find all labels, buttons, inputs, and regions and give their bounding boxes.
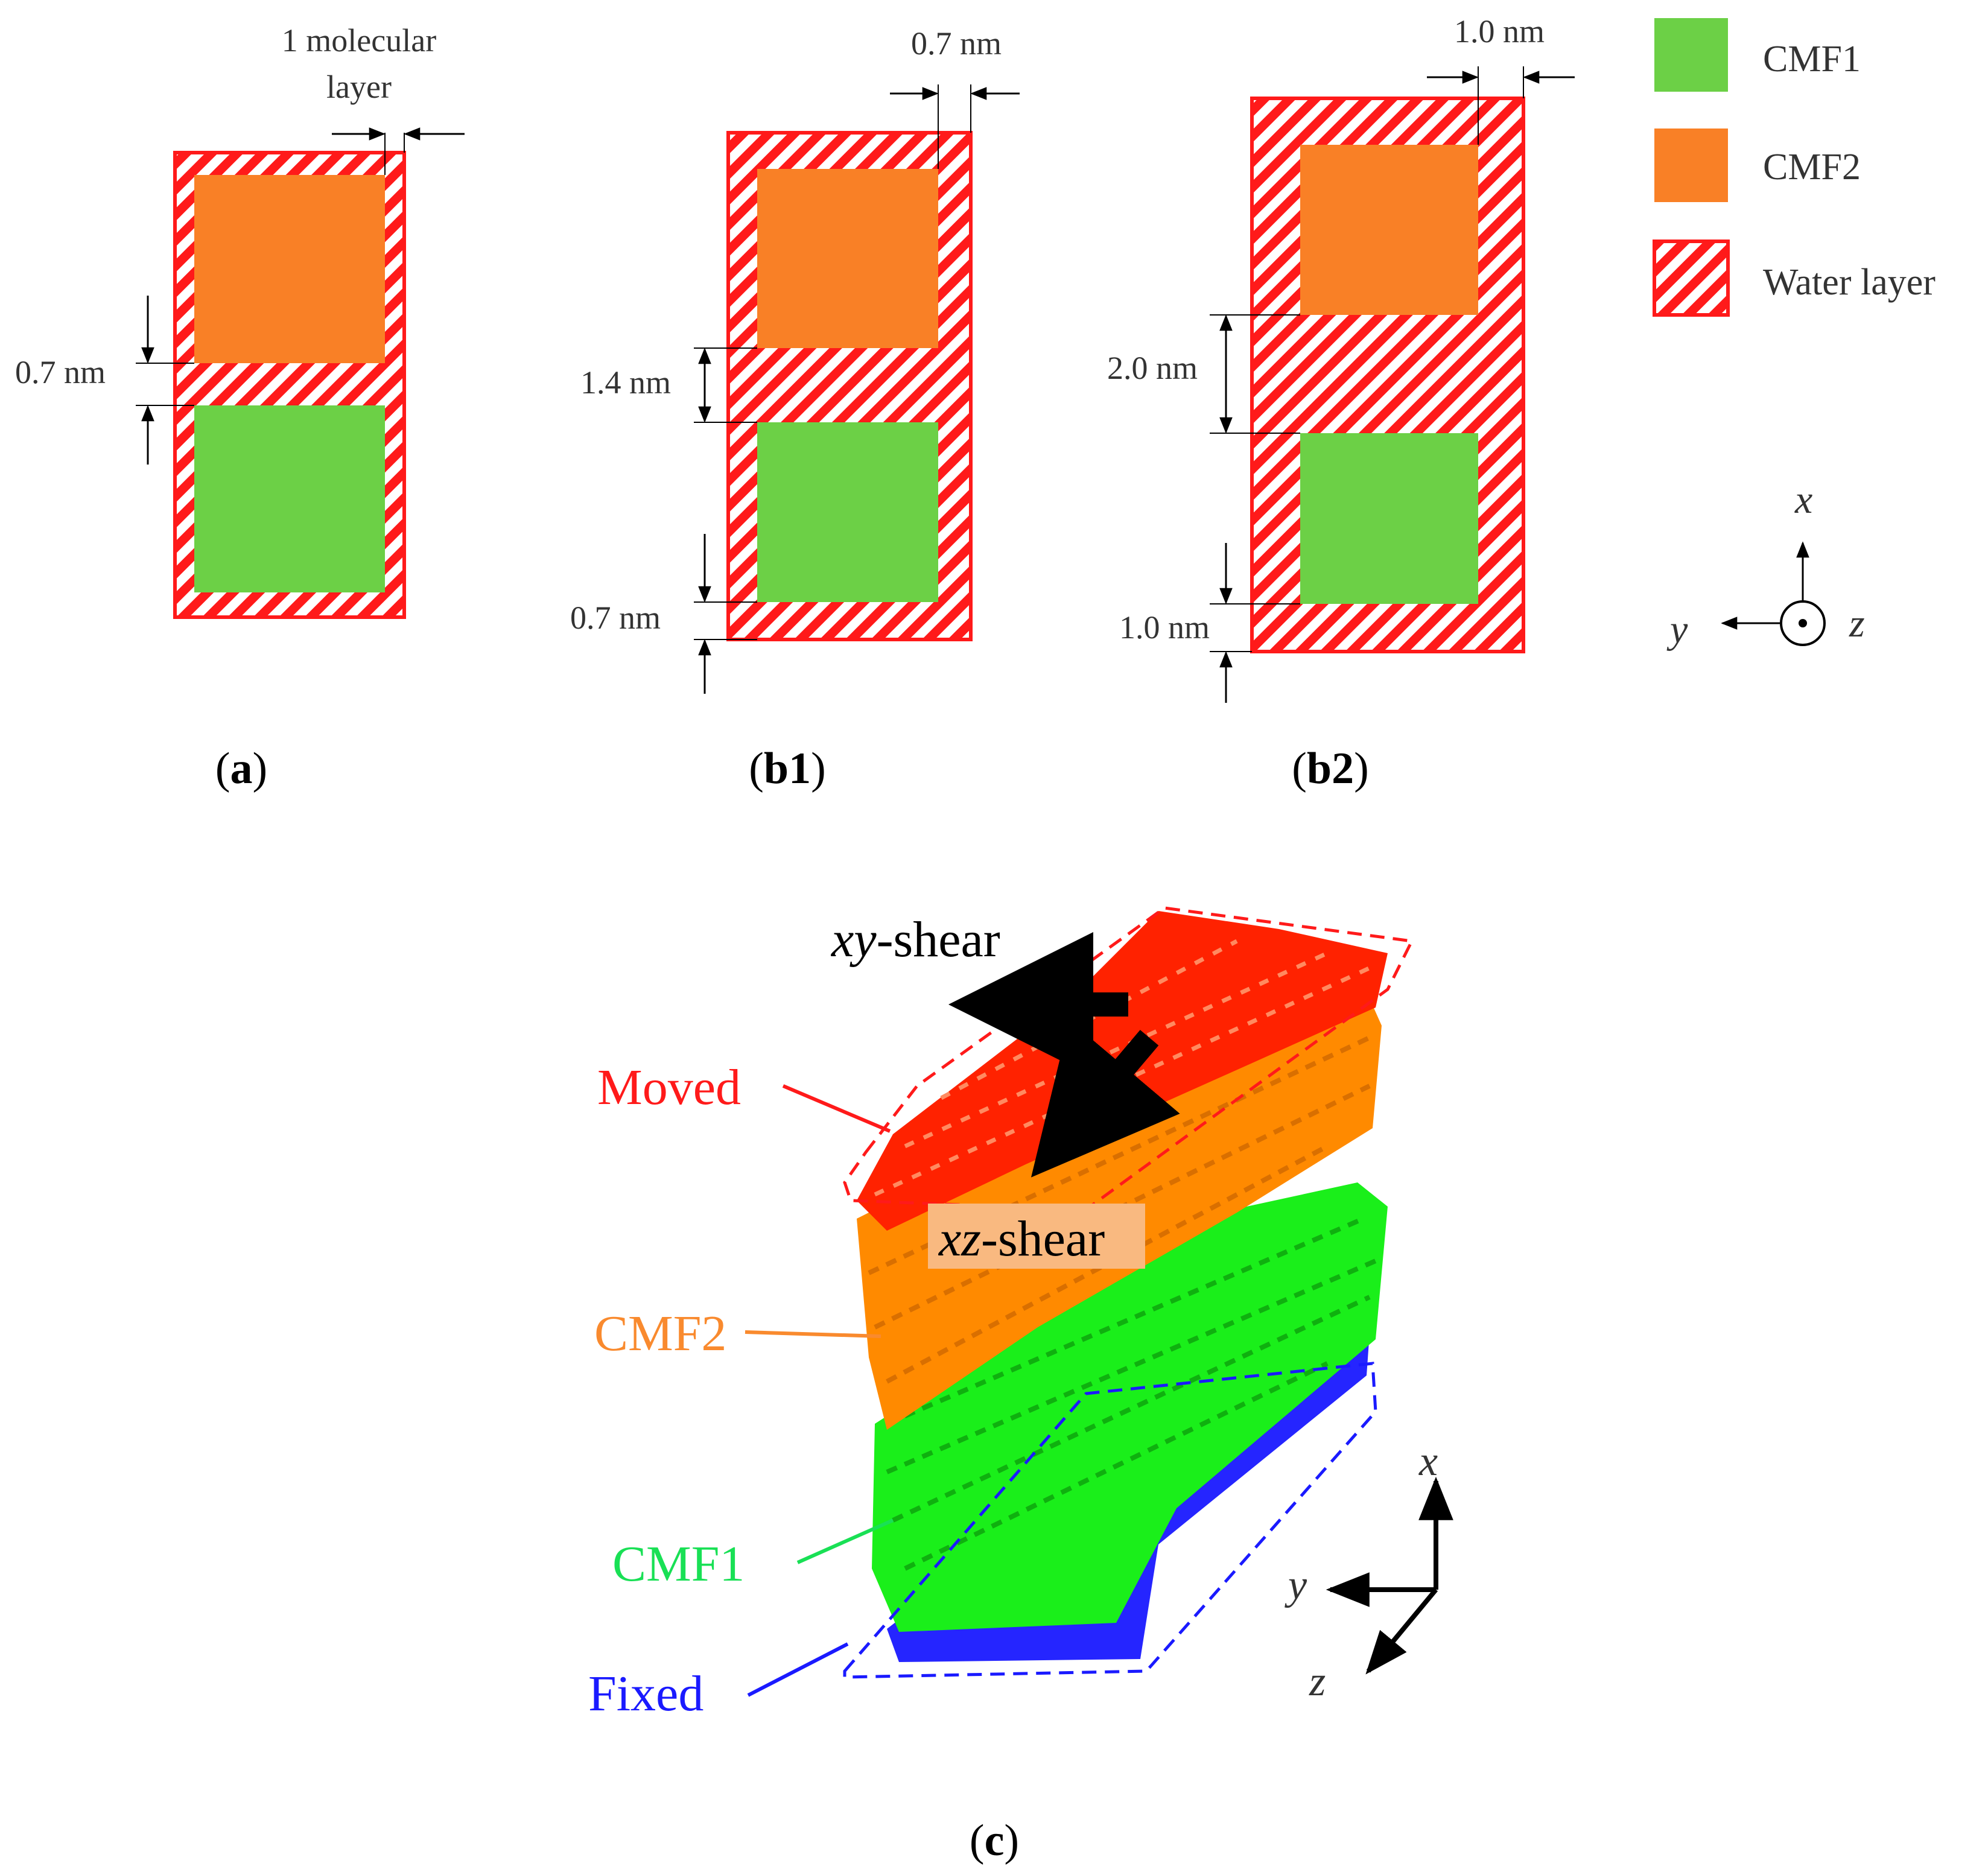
fixed-label: Fixed (588, 1666, 703, 1722)
z-axis-out-of-plane-icon (1780, 600, 1826, 646)
cmf2-block (194, 175, 385, 363)
cmf1-block (1300, 433, 1478, 604)
legend-label-water: Water layer (1763, 262, 1936, 303)
cmf2-block (1300, 145, 1478, 315)
z-axis-arrow (1365, 1588, 1438, 1675)
cmf2-atoms (857, 971, 1382, 1430)
cmf2-label: CMF2 (594, 1306, 726, 1362)
moved-leader (782, 1084, 891, 1133)
cmf1-atoms (872, 1182, 1388, 1632)
legend-swatch-cmf2 (1654, 129, 1728, 202)
cmf1-block (757, 422, 938, 602)
panel-b1-caption: (b1) (749, 744, 825, 793)
axes-3d: x y z (1285, 1438, 1453, 1705)
cmf2-block (757, 169, 938, 348)
panel-a-caption: (a) (215, 744, 267, 793)
legend: CMF1 CMF2 Water layer (1653, 18, 1936, 317)
xz-shear-label-bg (928, 1204, 1145, 1269)
top-dim-label: 0.7 nm (911, 25, 1002, 62)
cmf1-label: CMF1 (612, 1536, 745, 1592)
axis-label-z: z (1849, 601, 1865, 646)
axes-2d: x y z (1666, 478, 1865, 652)
panel-a: 1 molecular layer 0.7 nm (a) (15, 22, 465, 793)
xy-shear-label: xy-shear (830, 912, 1000, 968)
z-axis-dot (1799, 619, 1807, 627)
bottom-dim-label: 0.7 nm (570, 600, 661, 636)
axis-label-x: x (1418, 1438, 1438, 1485)
gap-label: 0.7 nm (15, 354, 106, 390)
legend-swatch-water (1653, 240, 1730, 317)
molecular-layer-label-2: layer (326, 69, 392, 105)
xz-shear-label: xz-shear (938, 1211, 1105, 1267)
axis-label-y: y (1285, 1562, 1307, 1608)
gap-label: 1.4 nm (580, 364, 671, 401)
panel-b2-caption: (b2) (1292, 744, 1368, 793)
cmf1-block (194, 405, 385, 592)
bottom-dim-label: 1.0 nm (1119, 609, 1210, 646)
legend-label-cmf1: CMF1 (1763, 39, 1861, 80)
legend-swatch-cmf1 (1654, 18, 1728, 92)
panel-b2: 1.0 nm 2.0 nm 1.0 nm (b2) (1107, 13, 1575, 793)
panel-c: xy-shear xz-shear Moved CMF2 CMF1 Fixed … (588, 906, 1453, 1865)
axis-label-x: x (1794, 478, 1812, 522)
axis-label-y: y (1666, 608, 1688, 652)
gap-label: 2.0 nm (1107, 350, 1198, 386)
moved-label: Moved (597, 1059, 741, 1115)
panel-c-caption: (c) (970, 1816, 1019, 1865)
fixed-outline (843, 1362, 1377, 1679)
cmf1-layer (872, 1182, 1388, 1632)
axis-label-z: z (1309, 1658, 1326, 1705)
cmf1-leader (796, 1518, 894, 1564)
xz-shear-arrow (1031, 1020, 1180, 1178)
fixed-leader (747, 1642, 849, 1697)
panel-b1: 0.7 nm 1.4 nm 0.7 nm (b1) (570, 25, 1020, 793)
top-dim-label: 1.0 nm (1454, 13, 1545, 49)
molecular-layer-label: 1 molecular (282, 22, 436, 59)
cmf2-leader (745, 1330, 881, 1338)
legend-label-cmf2: CMF2 (1763, 147, 1861, 188)
